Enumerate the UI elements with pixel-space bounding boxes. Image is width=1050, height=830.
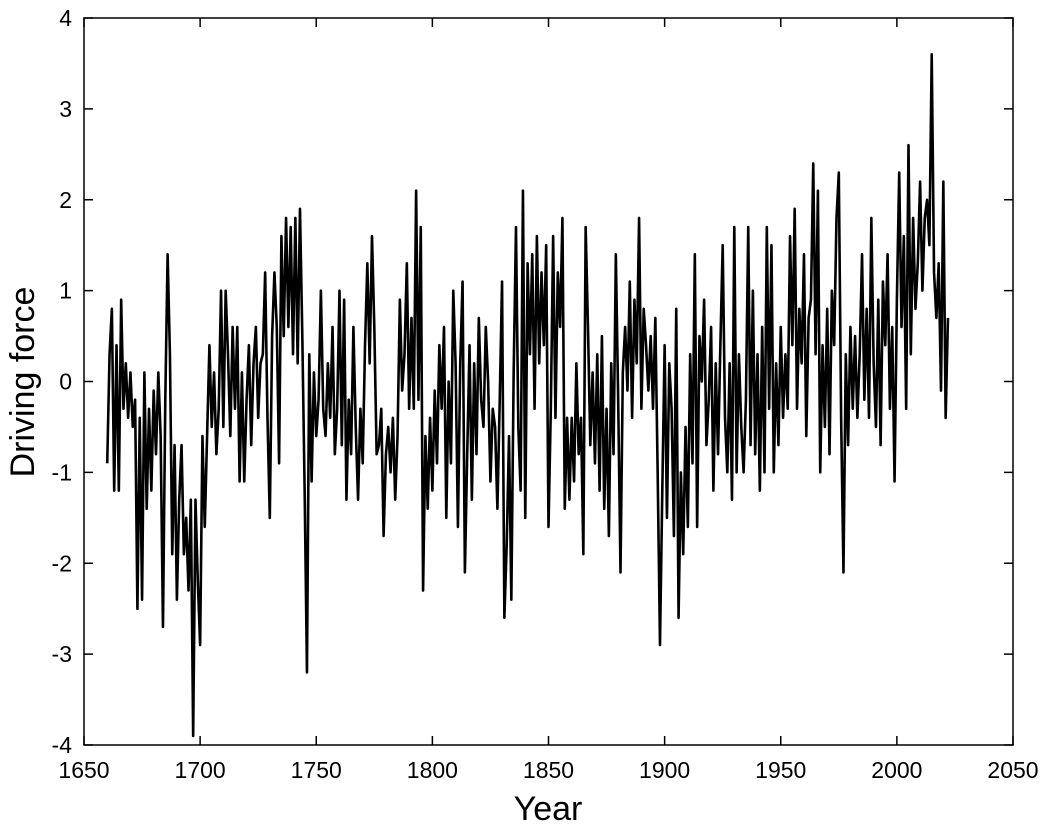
y-tick-label: 2	[59, 187, 72, 213]
x-tick-label: 1700	[175, 757, 226, 783]
x-tick-label: 1900	[639, 757, 690, 783]
y-tick-label: -1	[52, 459, 72, 485]
y-tick-label: 4	[59, 5, 72, 31]
driving-force-series-line	[105, 53, 950, 738]
x-axis: 1650 1700 1750 1800 1850 1900 1950 2000 2050	[58, 18, 1039, 783]
x-tick-label: 1950	[755, 757, 806, 783]
x-tick-label: 1650	[58, 757, 109, 783]
y-tick-label: -4	[52, 732, 73, 758]
x-tick-label: 1800	[407, 757, 458, 783]
y-tick-label: 1	[59, 278, 72, 304]
y-tick-label: 0	[59, 369, 72, 395]
y-axis-title: Driving force	[4, 287, 42, 478]
x-tick-label: 2050	[987, 757, 1038, 783]
x-tick-label: 2000	[871, 757, 922, 783]
x-tick-label: 1750	[291, 757, 342, 783]
x-tick-label: 1850	[523, 757, 574, 783]
y-tick-label: -3	[52, 641, 72, 667]
y-axis: -4 -3 -2 -1 0 1 2 3 4	[52, 5, 1013, 758]
y-tick-label: 3	[59, 96, 72, 122]
x-axis-title: Year	[514, 790, 583, 828]
y-tick-label: -2	[52, 550, 72, 576]
